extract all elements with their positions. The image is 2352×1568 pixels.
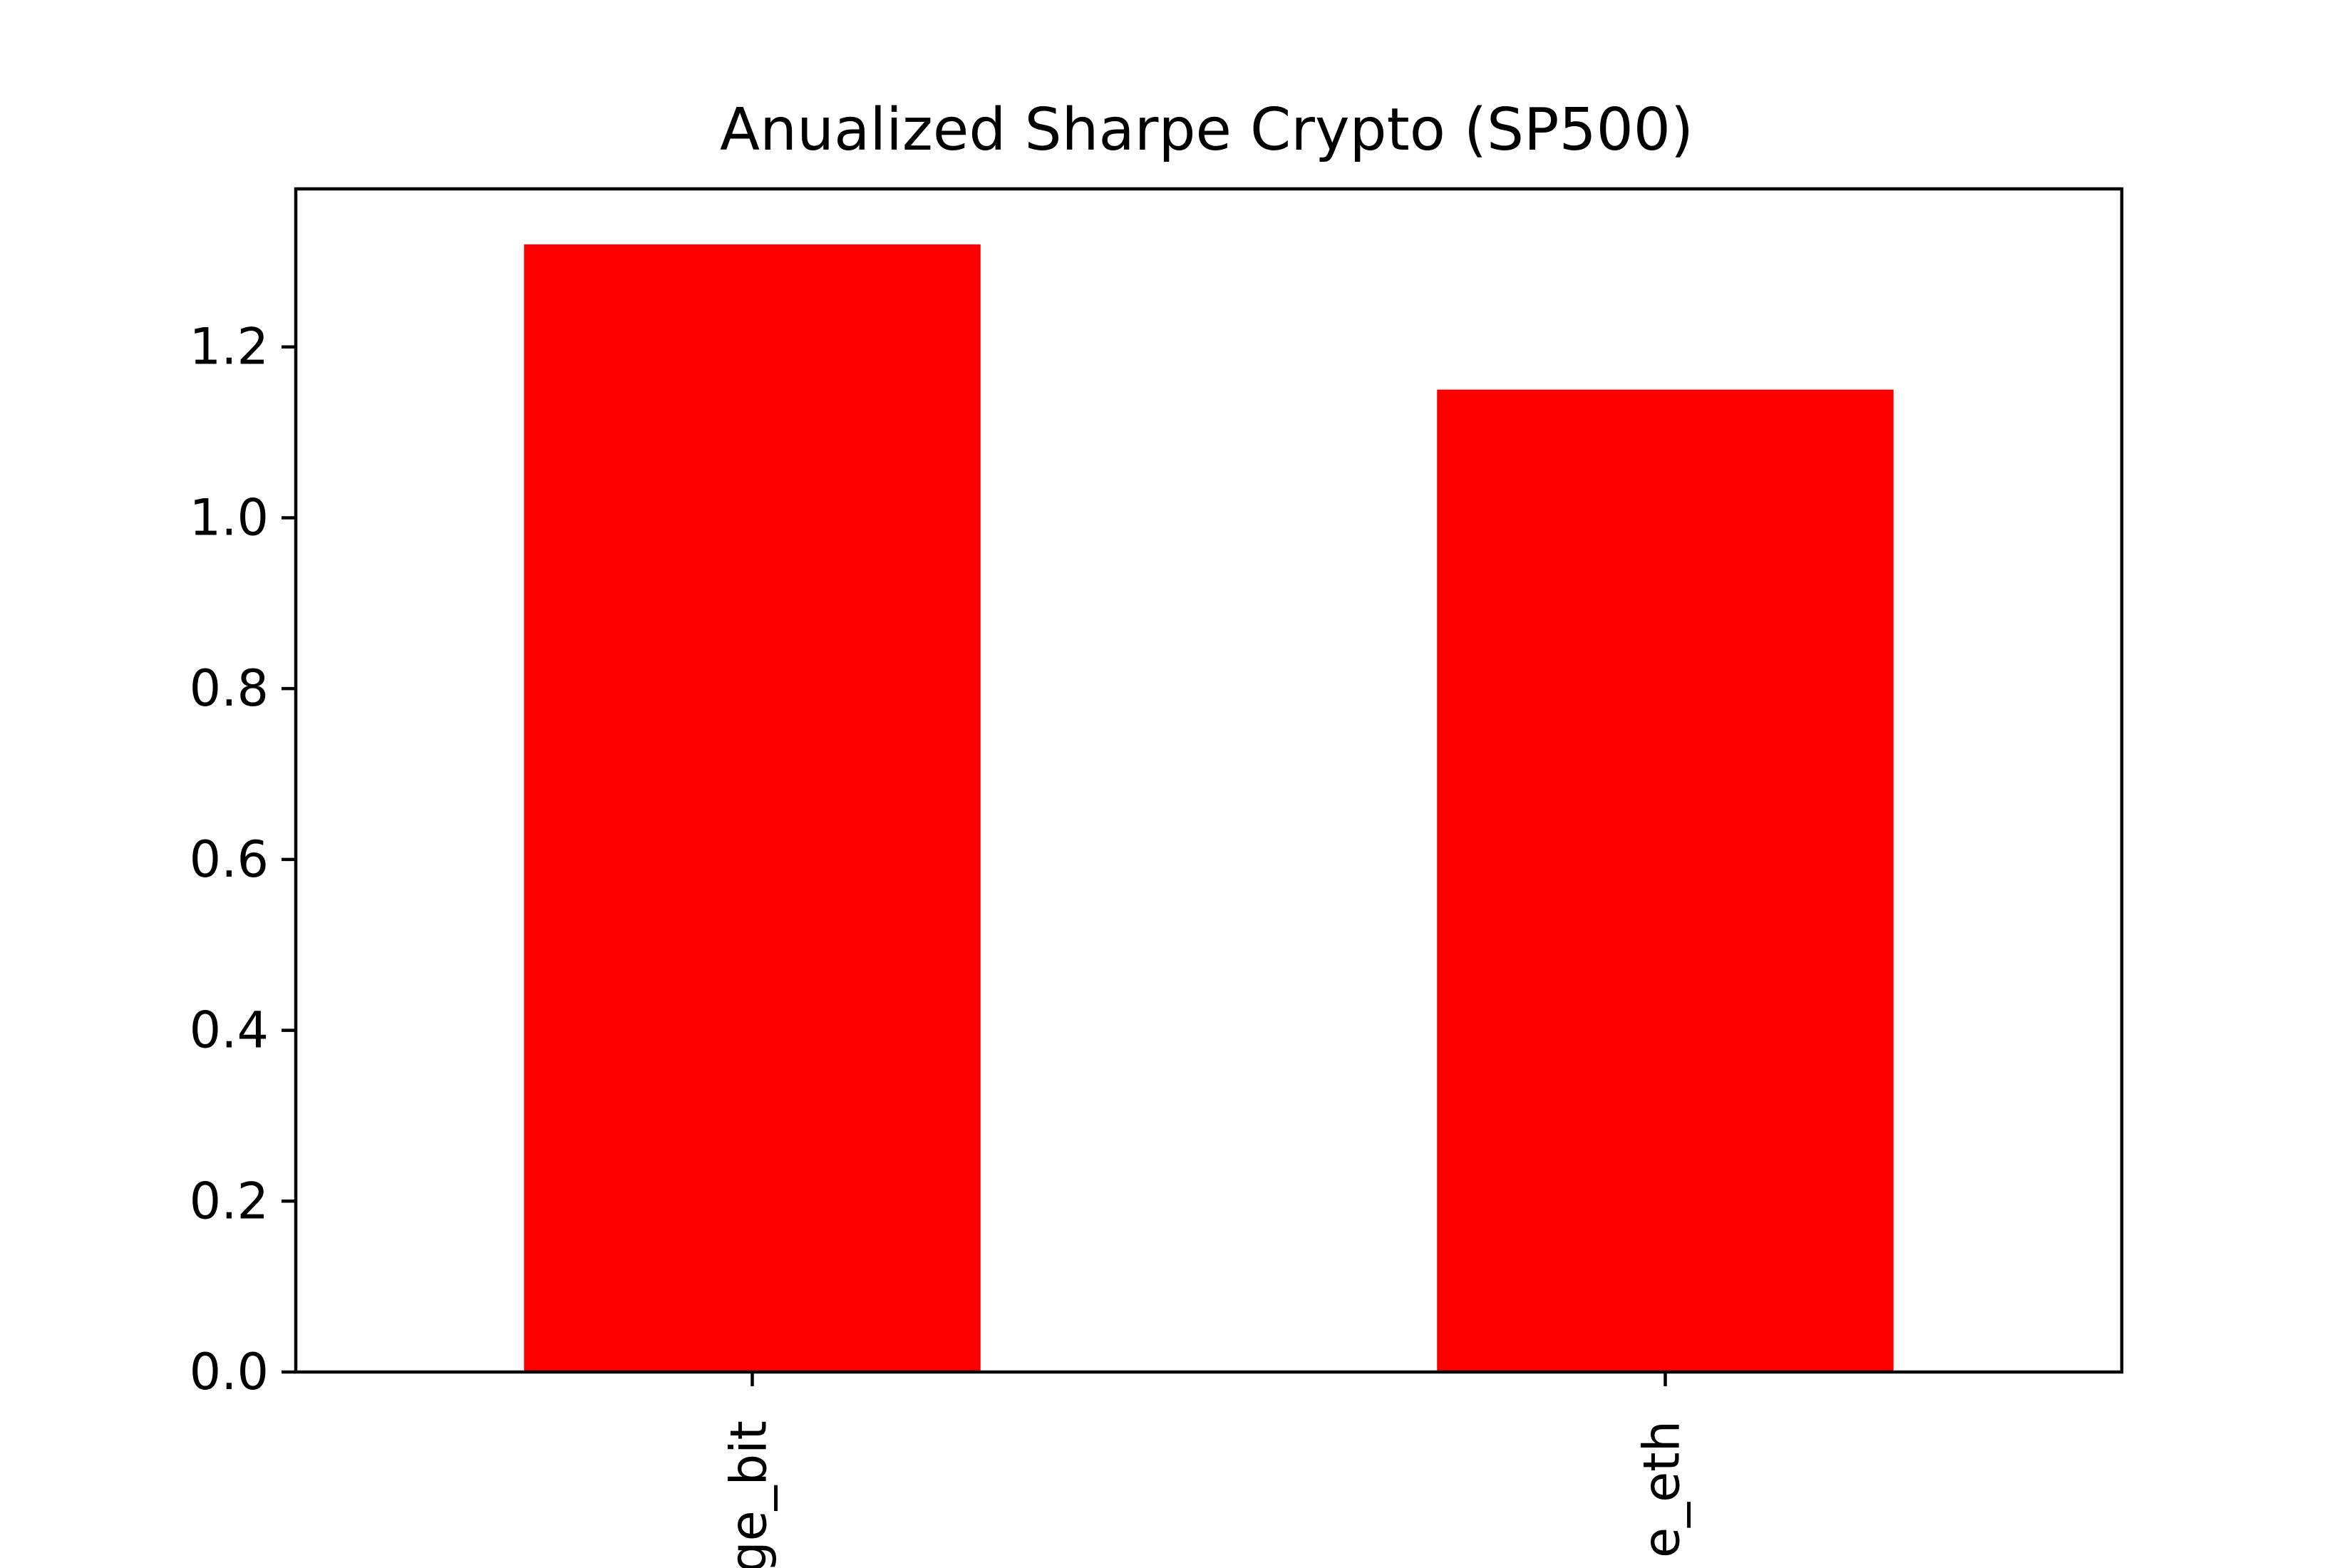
x-tick-label-1: e_eth — [1633, 1420, 1691, 1558]
bar-0 — [524, 244, 981, 1372]
y-tick-label-0: 0.0 — [190, 1343, 269, 1401]
x-tick-label-0: ge_bit — [720, 1420, 778, 1568]
axes-frame — [294, 187, 2124, 1374]
y-axis: 0.0 0.2 0.4 0.6 0.8 1.0 1.2 — [190, 318, 296, 1401]
bar-1 — [1437, 389, 1894, 1372]
chart-title: Anualized Sharpe Crypto (SP500) — [720, 96, 1693, 164]
x-axis: ge_bit e_eth — [720, 1372, 1691, 1568]
y-tick-label-6: 1.2 — [190, 318, 269, 376]
y-tick-label-5: 1.0 — [190, 488, 269, 547]
bars-group — [524, 244, 1894, 1372]
y-tick-label-1: 0.2 — [190, 1172, 269, 1230]
y-tick-label-4: 0.8 — [190, 659, 269, 718]
y-tick-label-3: 0.6 — [190, 830, 269, 889]
y-tick-label-2: 0.4 — [190, 1001, 269, 1060]
